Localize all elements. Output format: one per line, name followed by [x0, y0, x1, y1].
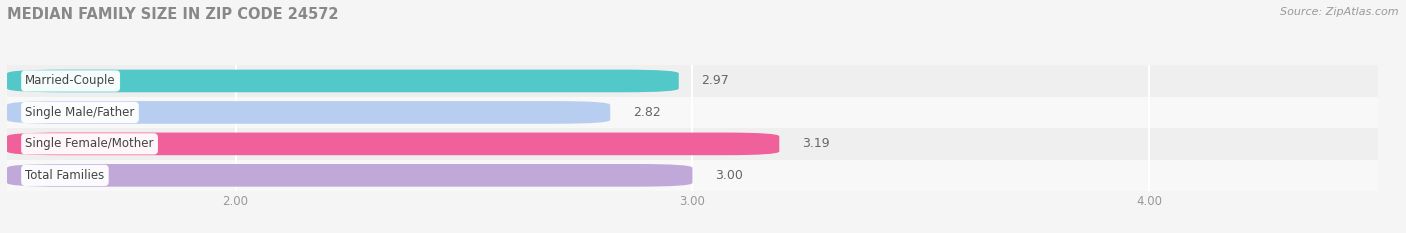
Text: Married-Couple: Married-Couple [25, 75, 115, 87]
FancyBboxPatch shape [7, 70, 679, 92]
FancyBboxPatch shape [7, 133, 779, 155]
FancyBboxPatch shape [7, 97, 1378, 128]
Text: Source: ZipAtlas.com: Source: ZipAtlas.com [1281, 7, 1399, 17]
FancyBboxPatch shape [7, 65, 1378, 97]
Text: 3.19: 3.19 [801, 137, 830, 150]
FancyBboxPatch shape [7, 164, 692, 187]
Text: Single Male/Father: Single Male/Father [25, 106, 135, 119]
Text: 2.97: 2.97 [702, 75, 730, 87]
FancyBboxPatch shape [7, 160, 1378, 191]
FancyBboxPatch shape [7, 101, 610, 124]
Text: 3.00: 3.00 [716, 169, 744, 182]
Text: MEDIAN FAMILY SIZE IN ZIP CODE 24572: MEDIAN FAMILY SIZE IN ZIP CODE 24572 [7, 7, 339, 22]
Text: 2.82: 2.82 [633, 106, 661, 119]
Text: Single Female/Mother: Single Female/Mother [25, 137, 153, 150]
FancyBboxPatch shape [7, 128, 1378, 160]
Text: Total Families: Total Families [25, 169, 104, 182]
